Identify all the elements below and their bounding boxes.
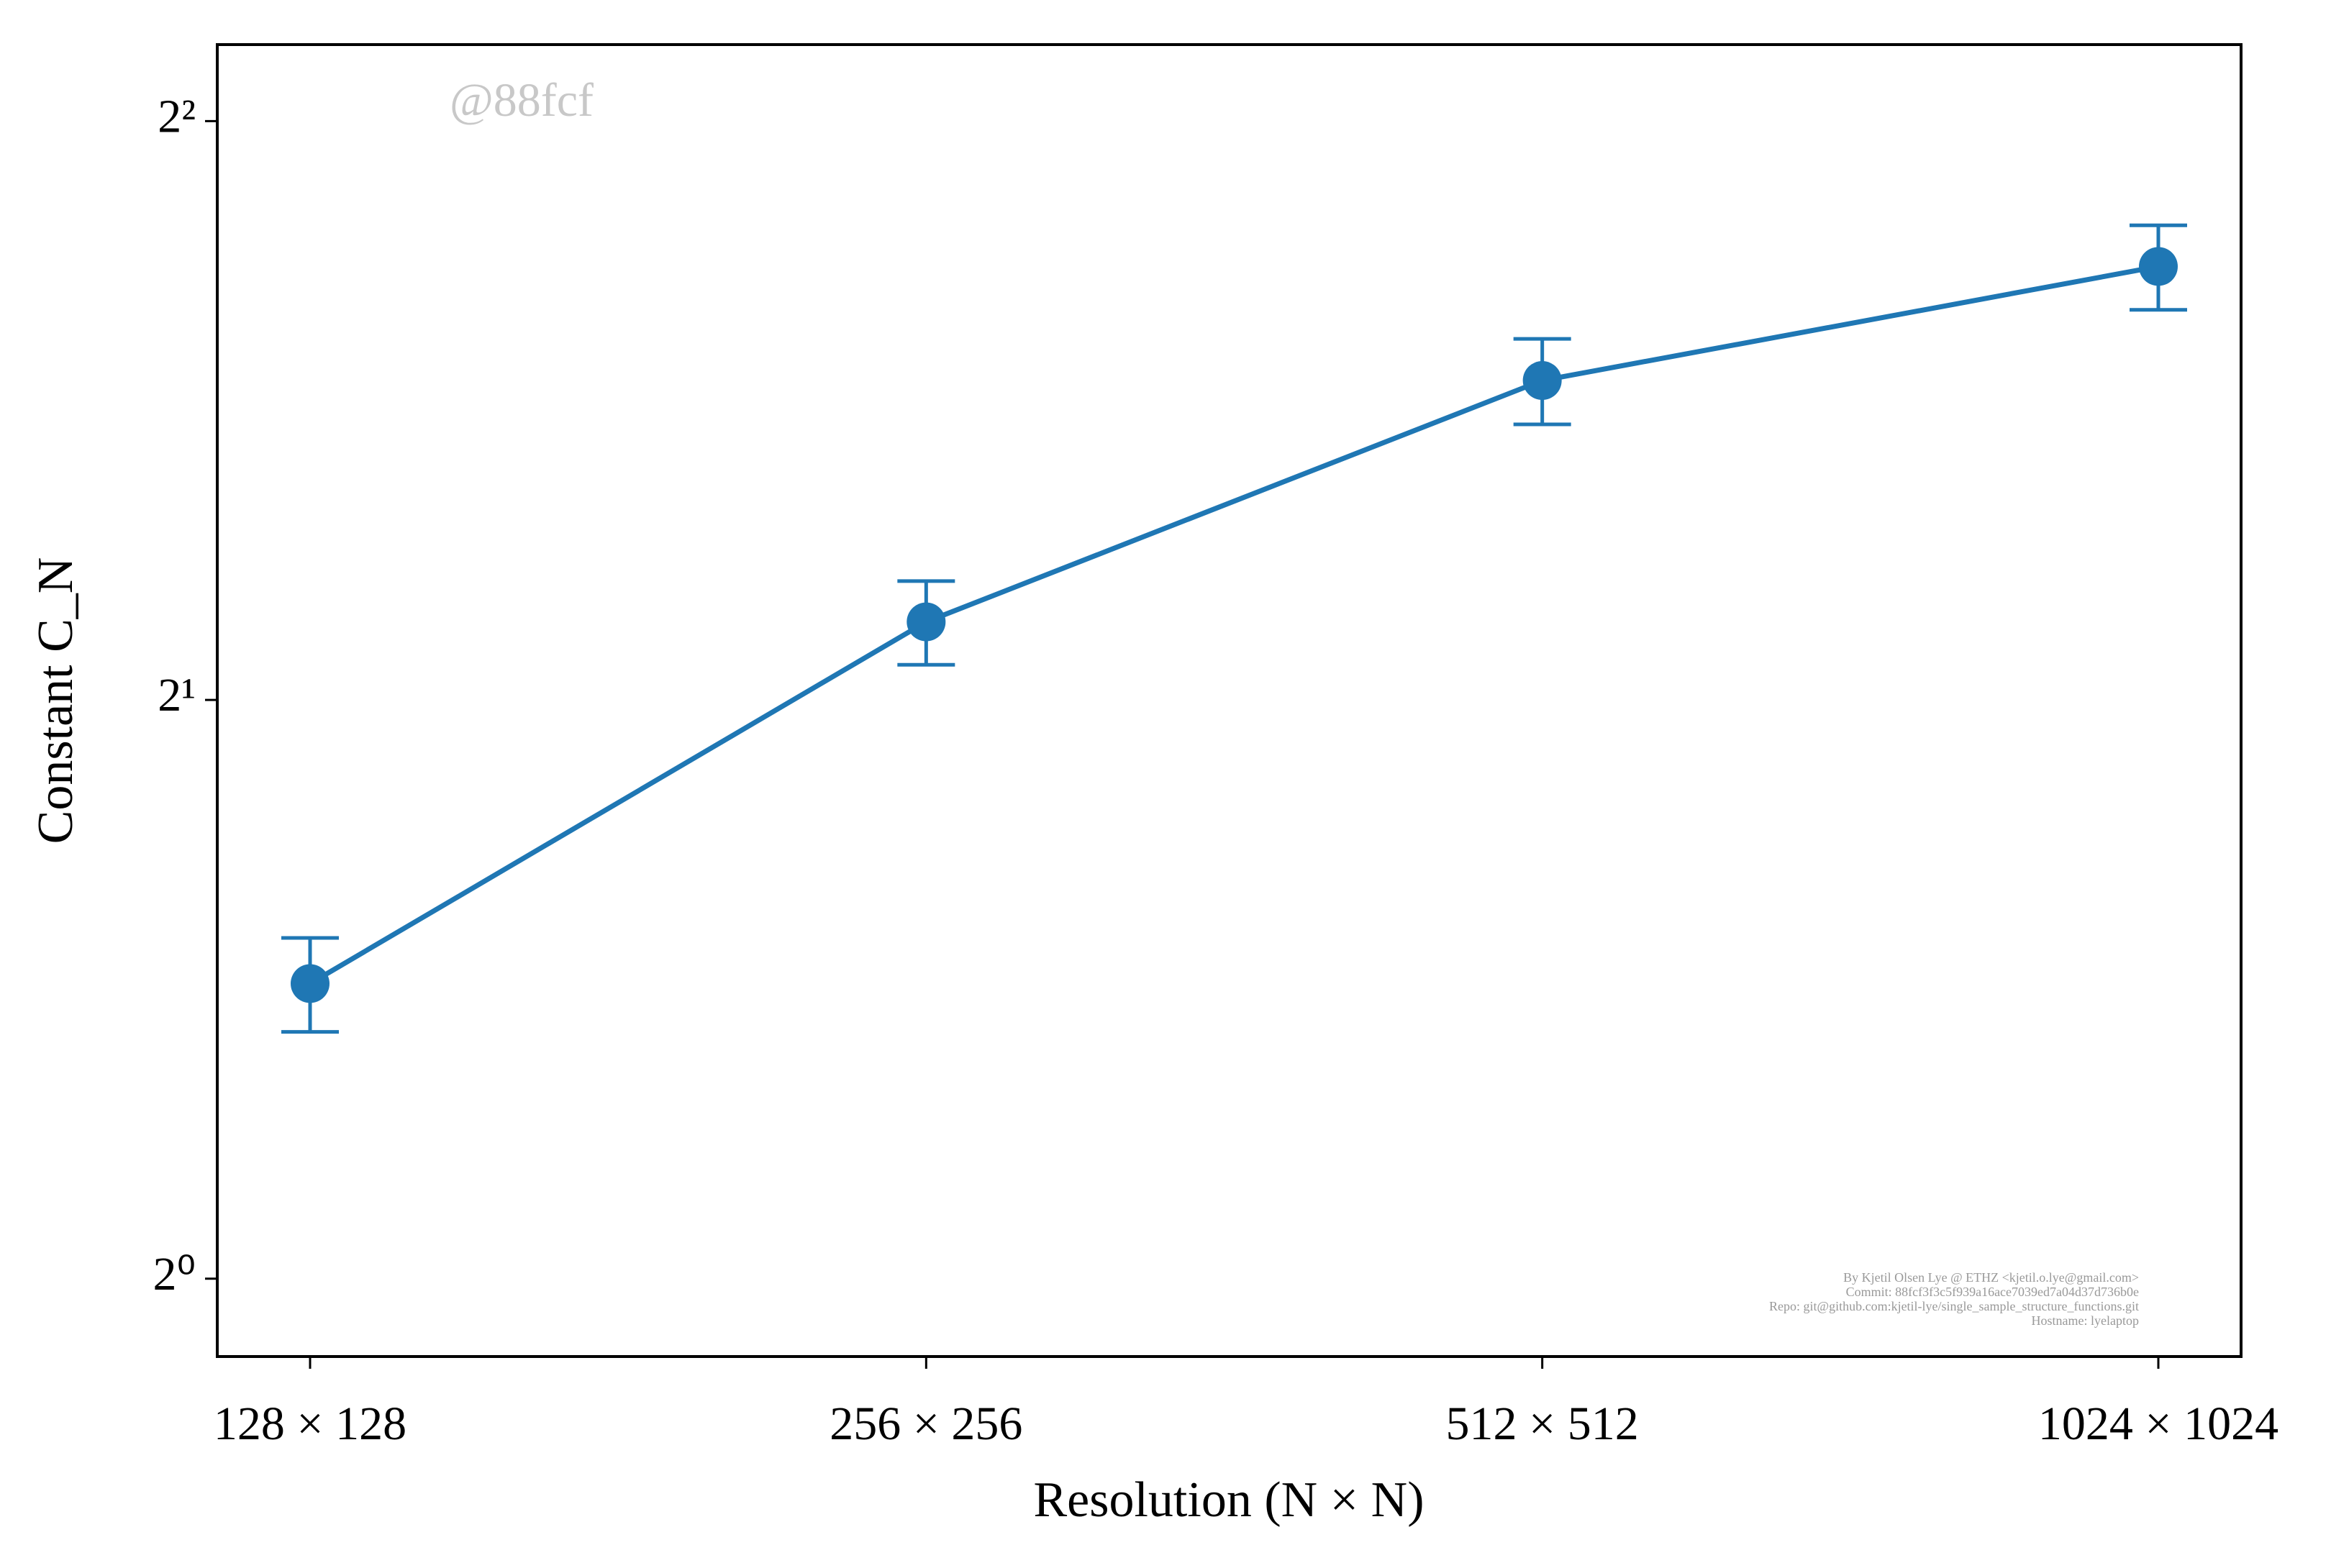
footer-text: Hostname: lyelaptop [2032,1313,2139,1328]
footer-text: By Kjetil Olsen Lye @ ETHZ <kjetil.o.lye… [1843,1270,2139,1285]
x-tick-label: 512 × 512 [1446,1398,1639,1450]
x-tick-label: 128 × 128 [214,1398,406,1450]
y-tick-label: 2¹ [158,669,196,721]
marker [1522,361,1562,401]
footer-text: Repo: git@github.com:kjetil-lye/single_s… [1769,1299,2139,1313]
marker [2139,247,2178,286]
y-tick-label: 2⁰ [153,1248,196,1300]
x-tick-label: 1024 × 1024 [2038,1398,2278,1450]
x-axis-label: Resolution (N × N) [1033,1472,1424,1528]
watermark: @88fcf [450,74,594,127]
x-tick-label: 256 × 256 [830,1398,1022,1450]
y-tick-label: 2² [158,91,196,143]
marker [291,964,330,1003]
marker [906,602,946,642]
line [309,264,2159,986]
plot-frame [216,43,2243,1358]
footer-text: Commit: 88fcf3f3c5f939a16ace7039ed7a04d3… [1846,1285,2139,1299]
y-axis-label: Constant C_N [28,557,83,844]
